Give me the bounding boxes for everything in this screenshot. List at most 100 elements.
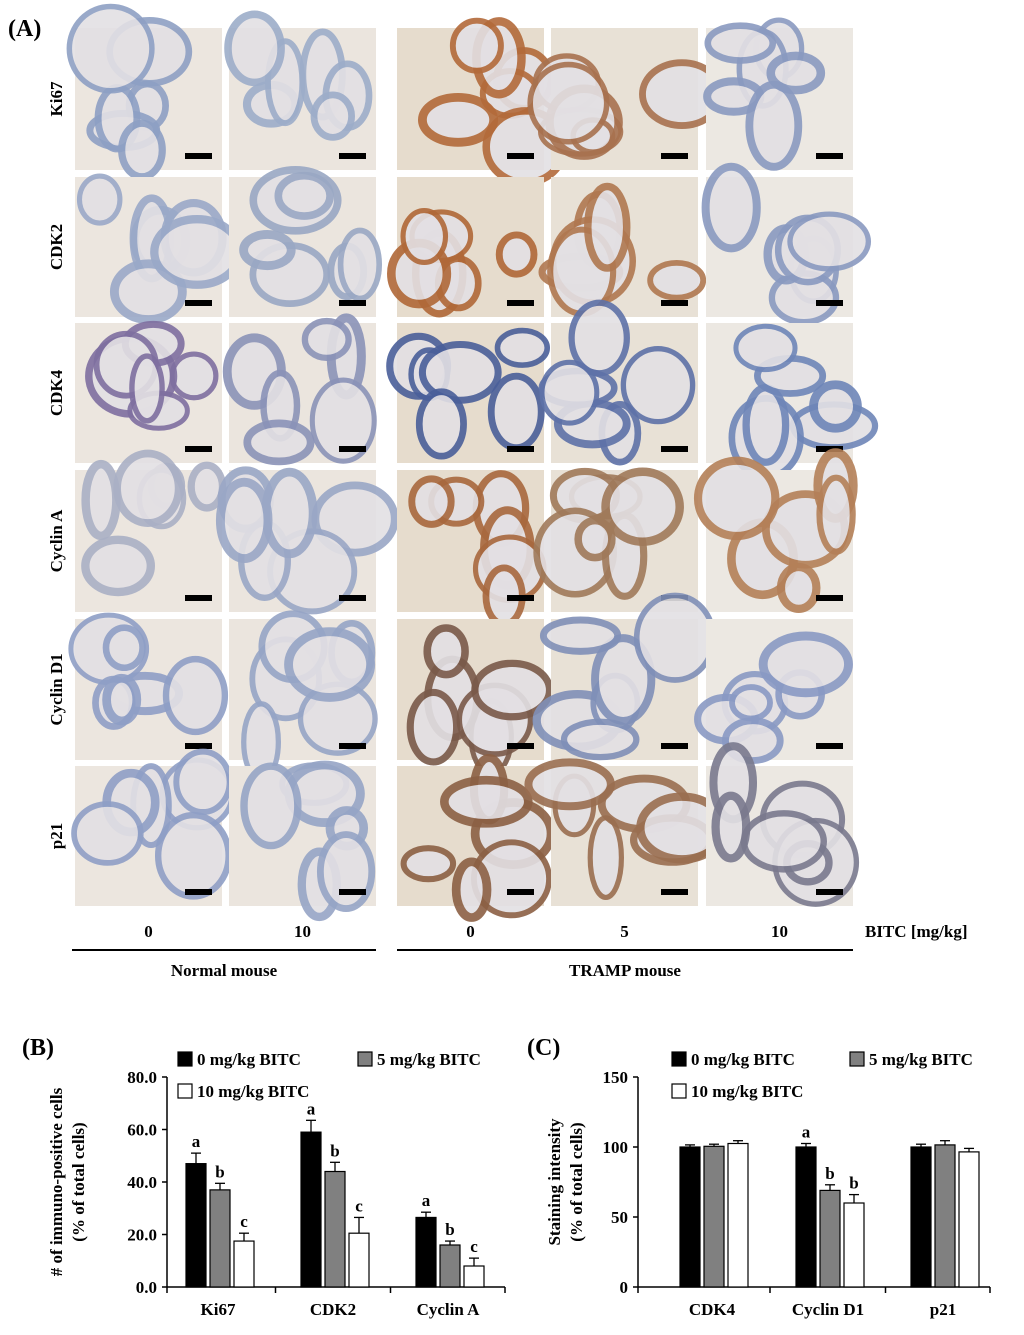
row-label: Ki67 <box>47 81 66 116</box>
scale-bar <box>816 153 843 159</box>
legend-label: 0 mg/kg BITC <box>197 1050 301 1069</box>
gland <box>76 173 123 226</box>
gland <box>309 377 377 464</box>
y-tick-label: 80.0 <box>127 1068 157 1087</box>
gland <box>701 162 761 253</box>
gland <box>240 762 302 850</box>
micrograph <box>706 323 879 481</box>
scale-bar <box>185 595 212 601</box>
x-tick-label: p21 <box>930 1300 956 1319</box>
dose-label: 0 <box>144 922 153 941</box>
gland <box>776 562 821 613</box>
gland <box>451 857 492 922</box>
scale-bar <box>661 889 688 895</box>
gland <box>766 51 826 95</box>
dose-label: 0 <box>466 922 475 941</box>
micrograph <box>397 619 554 776</box>
panel-label: (C) <box>527 1035 560 1061</box>
bar <box>209 1189 231 1288</box>
panel-label: (A) <box>8 16 41 42</box>
gland <box>113 449 183 527</box>
gland <box>415 388 467 460</box>
scale-bar <box>507 889 534 895</box>
gland <box>154 811 232 900</box>
gland <box>494 327 551 368</box>
legend-label: 5 mg/kg BITC <box>869 1050 973 1069</box>
y-tick-label: 20.0 <box>127 1226 157 1245</box>
gland <box>102 624 146 672</box>
gland <box>539 616 622 655</box>
group-label: TRAMP mouse <box>569 961 681 980</box>
bar <box>727 1142 749 1288</box>
scale-bar <box>185 153 212 159</box>
significance-letter: a <box>802 1123 811 1142</box>
micrograph <box>224 10 376 170</box>
y-tick-label: 150 <box>603 1068 629 1087</box>
dose-label: 10 <box>294 922 311 941</box>
scale-bar <box>816 595 843 601</box>
gland <box>81 459 121 541</box>
dose-label: 5 <box>620 922 629 941</box>
micrograph <box>397 753 556 922</box>
scale-bar <box>661 743 688 749</box>
scale-bar <box>661 300 688 306</box>
gland <box>574 516 616 562</box>
scale-bar <box>339 153 366 159</box>
gland <box>408 475 455 528</box>
gland <box>129 353 165 424</box>
y-tick-label: 40.0 <box>127 1173 157 1192</box>
gland <box>758 631 853 698</box>
x-tick-label: CDK4 <box>689 1300 736 1319</box>
gland <box>584 182 631 272</box>
bar <box>910 1146 932 1288</box>
micrograph <box>706 742 860 907</box>
gland <box>524 758 615 811</box>
micrograph <box>229 165 383 317</box>
bar <box>795 1146 817 1288</box>
legend-label: 10 mg/kg BITC <box>691 1082 803 1101</box>
micrograph <box>694 619 853 765</box>
bar <box>843 1202 865 1288</box>
bar <box>463 1265 485 1288</box>
bar <box>958 1151 980 1288</box>
gland <box>711 791 751 863</box>
gland <box>601 467 684 546</box>
gland <box>745 80 803 171</box>
micrograph <box>215 466 399 615</box>
scale-bar <box>185 300 212 306</box>
gland <box>417 92 499 147</box>
gland <box>162 655 229 736</box>
significance-letter: b <box>215 1162 224 1181</box>
bar <box>679 1146 701 1288</box>
micrograph <box>533 467 698 612</box>
legend-label: 5 mg/kg BITC <box>377 1050 481 1069</box>
gland <box>261 467 318 559</box>
scale-bar <box>816 743 843 749</box>
micrograph <box>222 313 377 466</box>
gland <box>243 419 315 466</box>
panel-label: (B) <box>22 1035 54 1061</box>
gland <box>224 10 285 87</box>
gland <box>487 372 545 452</box>
gland <box>102 673 142 726</box>
micrograph <box>387 177 544 318</box>
legend-swatch <box>671 1051 687 1067</box>
y-axis-label: (% of total cells) <box>567 1122 586 1241</box>
gland <box>400 208 449 266</box>
scale-bar <box>185 889 212 895</box>
micrograph <box>538 177 707 317</box>
x-tick-label: Cyclin A <box>417 1300 481 1319</box>
gland <box>81 535 156 597</box>
micrograph <box>229 610 378 783</box>
scale-bar <box>507 300 534 306</box>
y-tick-label: 50 <box>611 1208 628 1227</box>
micrograph <box>703 17 853 171</box>
gland <box>71 801 144 866</box>
significance-letter: c <box>240 1212 248 1231</box>
gland <box>423 624 469 679</box>
gland <box>704 22 777 64</box>
y-tick-label: 0 <box>620 1278 629 1297</box>
significance-letter: a <box>192 1132 201 1151</box>
